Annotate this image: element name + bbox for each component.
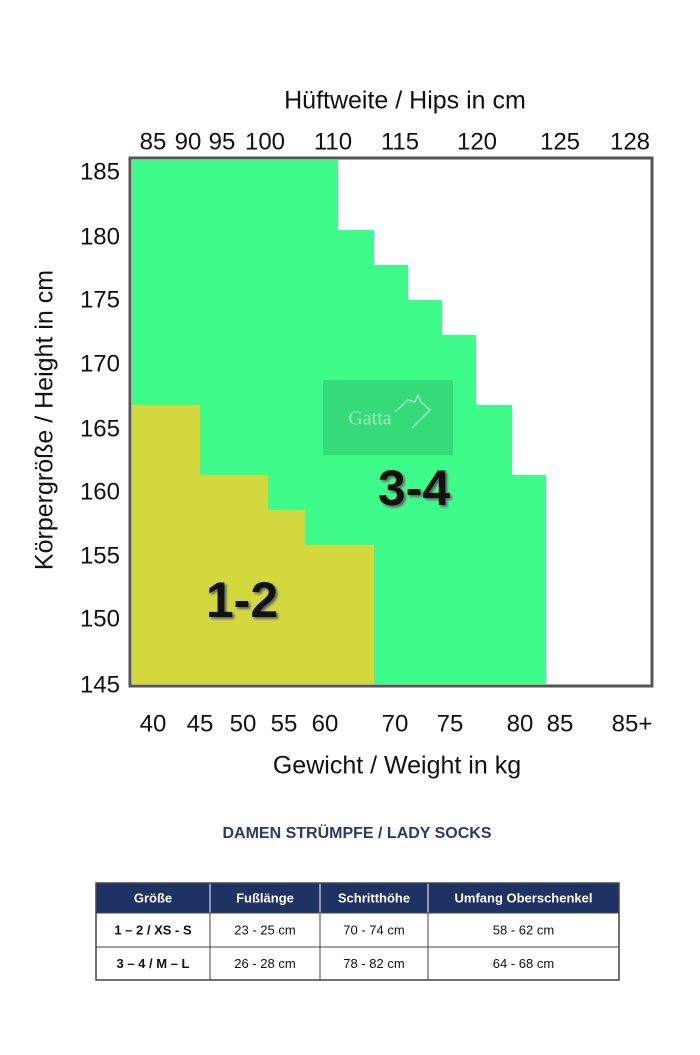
table-cell-text: 58 - 62 cm — [493, 922, 554, 937]
left-tick-label: 160 — [80, 478, 120, 505]
top-tick-label: 85 — [140, 128, 167, 155]
left-tick-label: 165 — [80, 415, 120, 442]
table-title: DAMEN STRÜMPFE / LADY SOCKS — [222, 823, 491, 842]
logo: Gatta — [348, 408, 391, 430]
table-cell-text: 70 - 74 cm — [343, 922, 404, 937]
table-header-cell: Fußlänge — [236, 890, 294, 905]
bottom-tick-label: 45 — [187, 710, 214, 737]
top-axis-title: Hüftweite / Hips in cm — [284, 87, 526, 115]
left-tick-label: 150 — [80, 605, 120, 632]
table-header-bg — [96, 883, 619, 913]
table-cell-text: 26 - 28 cm — [234, 956, 295, 971]
top-tick-label: 110 — [314, 128, 352, 155]
logo-cat — [394, 393, 432, 429]
bottom-tick-label: 80 — [507, 710, 534, 737]
table-cell-text: 78 - 82 cm — [343, 956, 404, 971]
bottom-tick-label: 40 — [140, 710, 167, 737]
left-tick-label: 175 — [80, 286, 120, 313]
logo-box — [323, 380, 453, 455]
bottom-tick-label: 60 — [312, 710, 339, 737]
top-tick-label: 120 — [457, 128, 497, 155]
left-tick-label: 185 — [80, 158, 120, 185]
top-tick-label: 100 — [245, 128, 285, 155]
bottom-axis-title: Gewicht / Weight in kg — [273, 752, 521, 780]
bottom-tick-label: 85+ — [612, 710, 653, 737]
size-table: Größe Fußlänge Schritthöhe Umfang Oberschen… — [95, 882, 620, 981]
left-axis-title: Körpergröße / Height in cm — [31, 270, 59, 570]
table-header-cell: Größe — [134, 890, 172, 905]
top-tick-label: 90 — [175, 128, 202, 155]
bottom-tick-label: 70 — [382, 710, 409, 737]
left-tick-label: 155 — [80, 542, 120, 569]
left-tick-label: 170 — [80, 350, 120, 377]
region-label: 1-2 — [206, 572, 278, 628]
top-tick-label: 128 — [610, 128, 650, 155]
table-cell-text: 64 - 68 cm — [493, 956, 554, 971]
table-header-cell: Schritthöhe — [338, 890, 410, 905]
region-label: 3-4 — [378, 460, 450, 516]
region-1-2-area — [132, 405, 374, 684]
left-tick-label: 180 — [80, 223, 120, 250]
table-border — [95, 882, 620, 981]
table-cell-text: 1 – 2 / XS - S — [114, 922, 192, 937]
left-tick-label: 145 — [80, 671, 120, 698]
bottom-tick-label: 75 — [437, 710, 464, 737]
top-tick-label: 95 — [209, 128, 236, 155]
table-cell-text: 23 - 25 cm — [234, 922, 295, 937]
top-tick-label: 125 — [540, 128, 580, 155]
bottom-tick-label: 55 — [271, 710, 298, 737]
table-header-cell: Umfang Oberschenkel — [455, 890, 593, 905]
top-tick-label: 115 — [381, 128, 419, 155]
table-cell-text: 3 – 4 / M – L — [117, 956, 190, 971]
bottom-tick-label: 85 — [547, 710, 574, 737]
bottom-tick-label: 50 — [230, 710, 257, 737]
